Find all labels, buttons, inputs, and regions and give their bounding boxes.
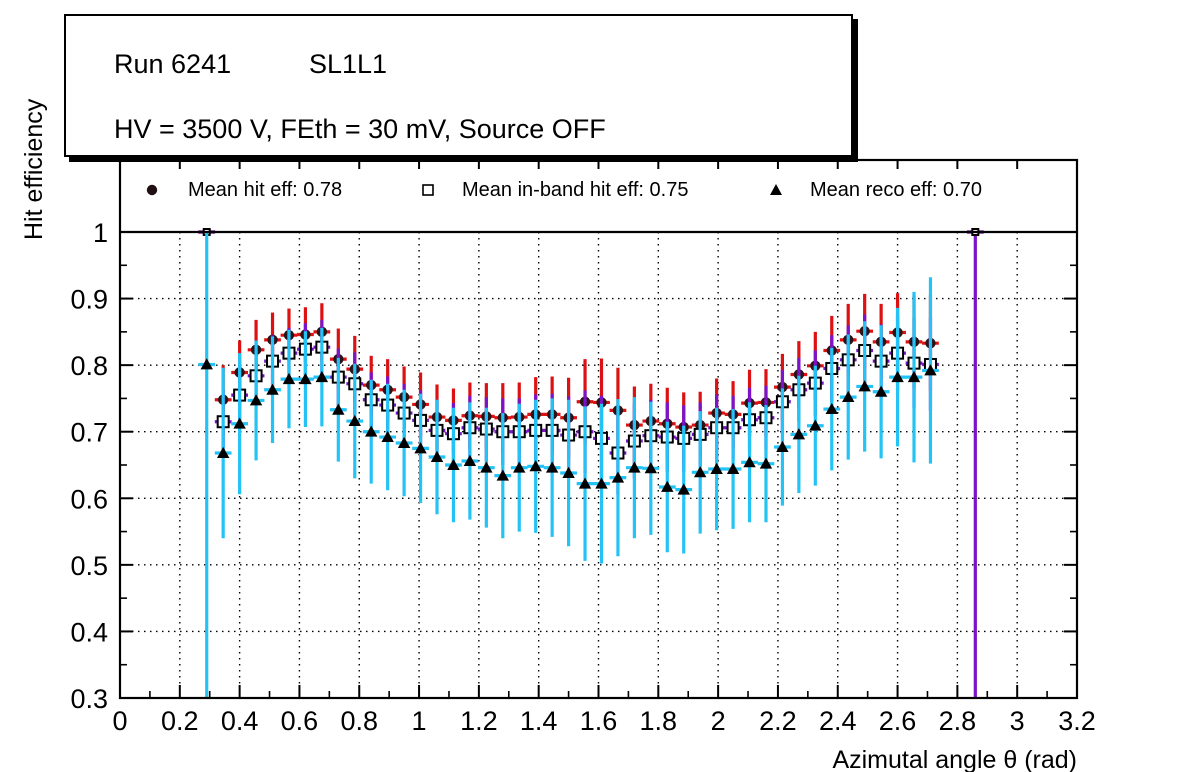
point-marker [200,358,213,370]
point-marker [891,370,904,383]
x-tick-label: 1.2 [460,706,498,736]
point-marker [249,394,263,406]
legend-entry-1: Mean in-band hit eff: 0.75 [422,179,688,201]
point-marker [726,462,740,474]
point-marker [562,466,575,478]
run-label: Run 6241 [114,49,232,79]
legend-entry-2: Mean reco eff: 0.70 [770,179,982,201]
legend-label: Mean hit eff: 0.78 [188,179,342,201]
point-marker [216,446,230,458]
point-marker [578,477,592,489]
x-tick-label: 2 [711,706,726,736]
point-marker [792,428,806,440]
y-tick-label: 0.4 [70,617,108,647]
point-marker [545,461,559,473]
point-marker [924,364,937,376]
point-marker [858,380,871,392]
point-marker [595,477,608,489]
filled-triangle-icon [770,184,782,195]
point-marker [463,454,477,466]
y-tick-label: 0.9 [70,285,108,315]
legend: Mean hit eff: 0.78 Mean in-band hit eff: … [146,179,982,201]
y-tick-label: 0.6 [70,484,108,514]
point-marker [842,390,855,403]
x-tick-label: 0.6 [281,706,319,736]
point-marker [710,462,723,474]
y-tick-label: 0.8 [70,351,108,381]
legend-label: Mean in-band hit eff: 0.75 [462,179,688,201]
point-marker [644,462,658,474]
config-label: HV = 3500 V, FEth = 30 mV, Source OFF [114,114,606,144]
x-tick-label: 1.4 [520,706,558,736]
y-tick-label: 0.7 [70,418,108,448]
y-axis-title: Hit efficiency [20,98,48,240]
point-marker [397,436,411,448]
x-tick-label: 2.4 [819,706,857,736]
point-marker [513,461,526,473]
point-marker [365,425,378,437]
point-marker [759,457,773,469]
point-marker [874,385,888,397]
point-marker [266,383,279,395]
point-marker [332,403,345,415]
grid-lines [120,232,1077,698]
point-marker [611,471,625,483]
point-marker [661,480,674,492]
open-square-icon [422,184,434,196]
x-tick-label: 1.6 [580,706,618,736]
point-marker [529,460,542,472]
point-marker [315,370,329,383]
x-tick-label: 3 [1010,706,1025,736]
superlayer-label: SL1L1 [309,49,388,79]
legend-entry-0: Mean hit eff: 0.78 [146,179,342,201]
point-marker [233,417,246,429]
point-marker [907,370,921,383]
point-marker [496,469,509,481]
x-tick-label: 2.8 [939,706,977,736]
point-marker [743,456,756,468]
y-tick-label: 0.3 [70,684,108,714]
point-marker [447,458,460,470]
point-marker [693,466,707,478]
x-tick-label: 2.2 [759,706,797,736]
x-tick-label: 0.8 [340,706,378,736]
point-marker [381,430,394,442]
axes: 0 0.2 0.4 0.6 0.8 1 1.2 1.4 1.6 1.8 2 2.2 2.4 2.6 2.8 3… [20,98,1096,772]
y-tick-label: 0.5 [70,551,108,581]
point-marker [677,483,690,495]
point-marker [825,402,838,415]
x-tick-label: 1 [412,706,427,736]
point-marker [299,372,312,385]
point-marker [430,450,444,462]
legend-label: Mean reco eff: 0.70 [810,179,982,201]
series-2 [198,232,939,698]
y-tick-label: 1 [93,218,108,248]
point-marker [628,461,641,473]
point-marker [809,419,822,431]
point-marker [282,372,296,385]
x-tick-label: 0 [112,706,127,736]
x-axis-title: Azimutal angle θ (rad) [832,746,1077,772]
filled-circle-icon [146,184,158,196]
title-box: Run 6241 SL1L1 HV = 3500 V, FEth = 30 mV… [64,14,853,157]
point-marker [480,461,493,473]
x-tick-label: 2.6 [879,706,917,736]
x-tick-label: 0.2 [161,706,199,736]
point-marker [776,440,789,452]
x-tick-label: 1.8 [640,706,678,736]
x-tick-label: 0.4 [221,706,259,736]
point-marker [348,414,361,427]
x-tick-label: 3.2 [1058,706,1096,736]
point-marker [414,442,427,454]
